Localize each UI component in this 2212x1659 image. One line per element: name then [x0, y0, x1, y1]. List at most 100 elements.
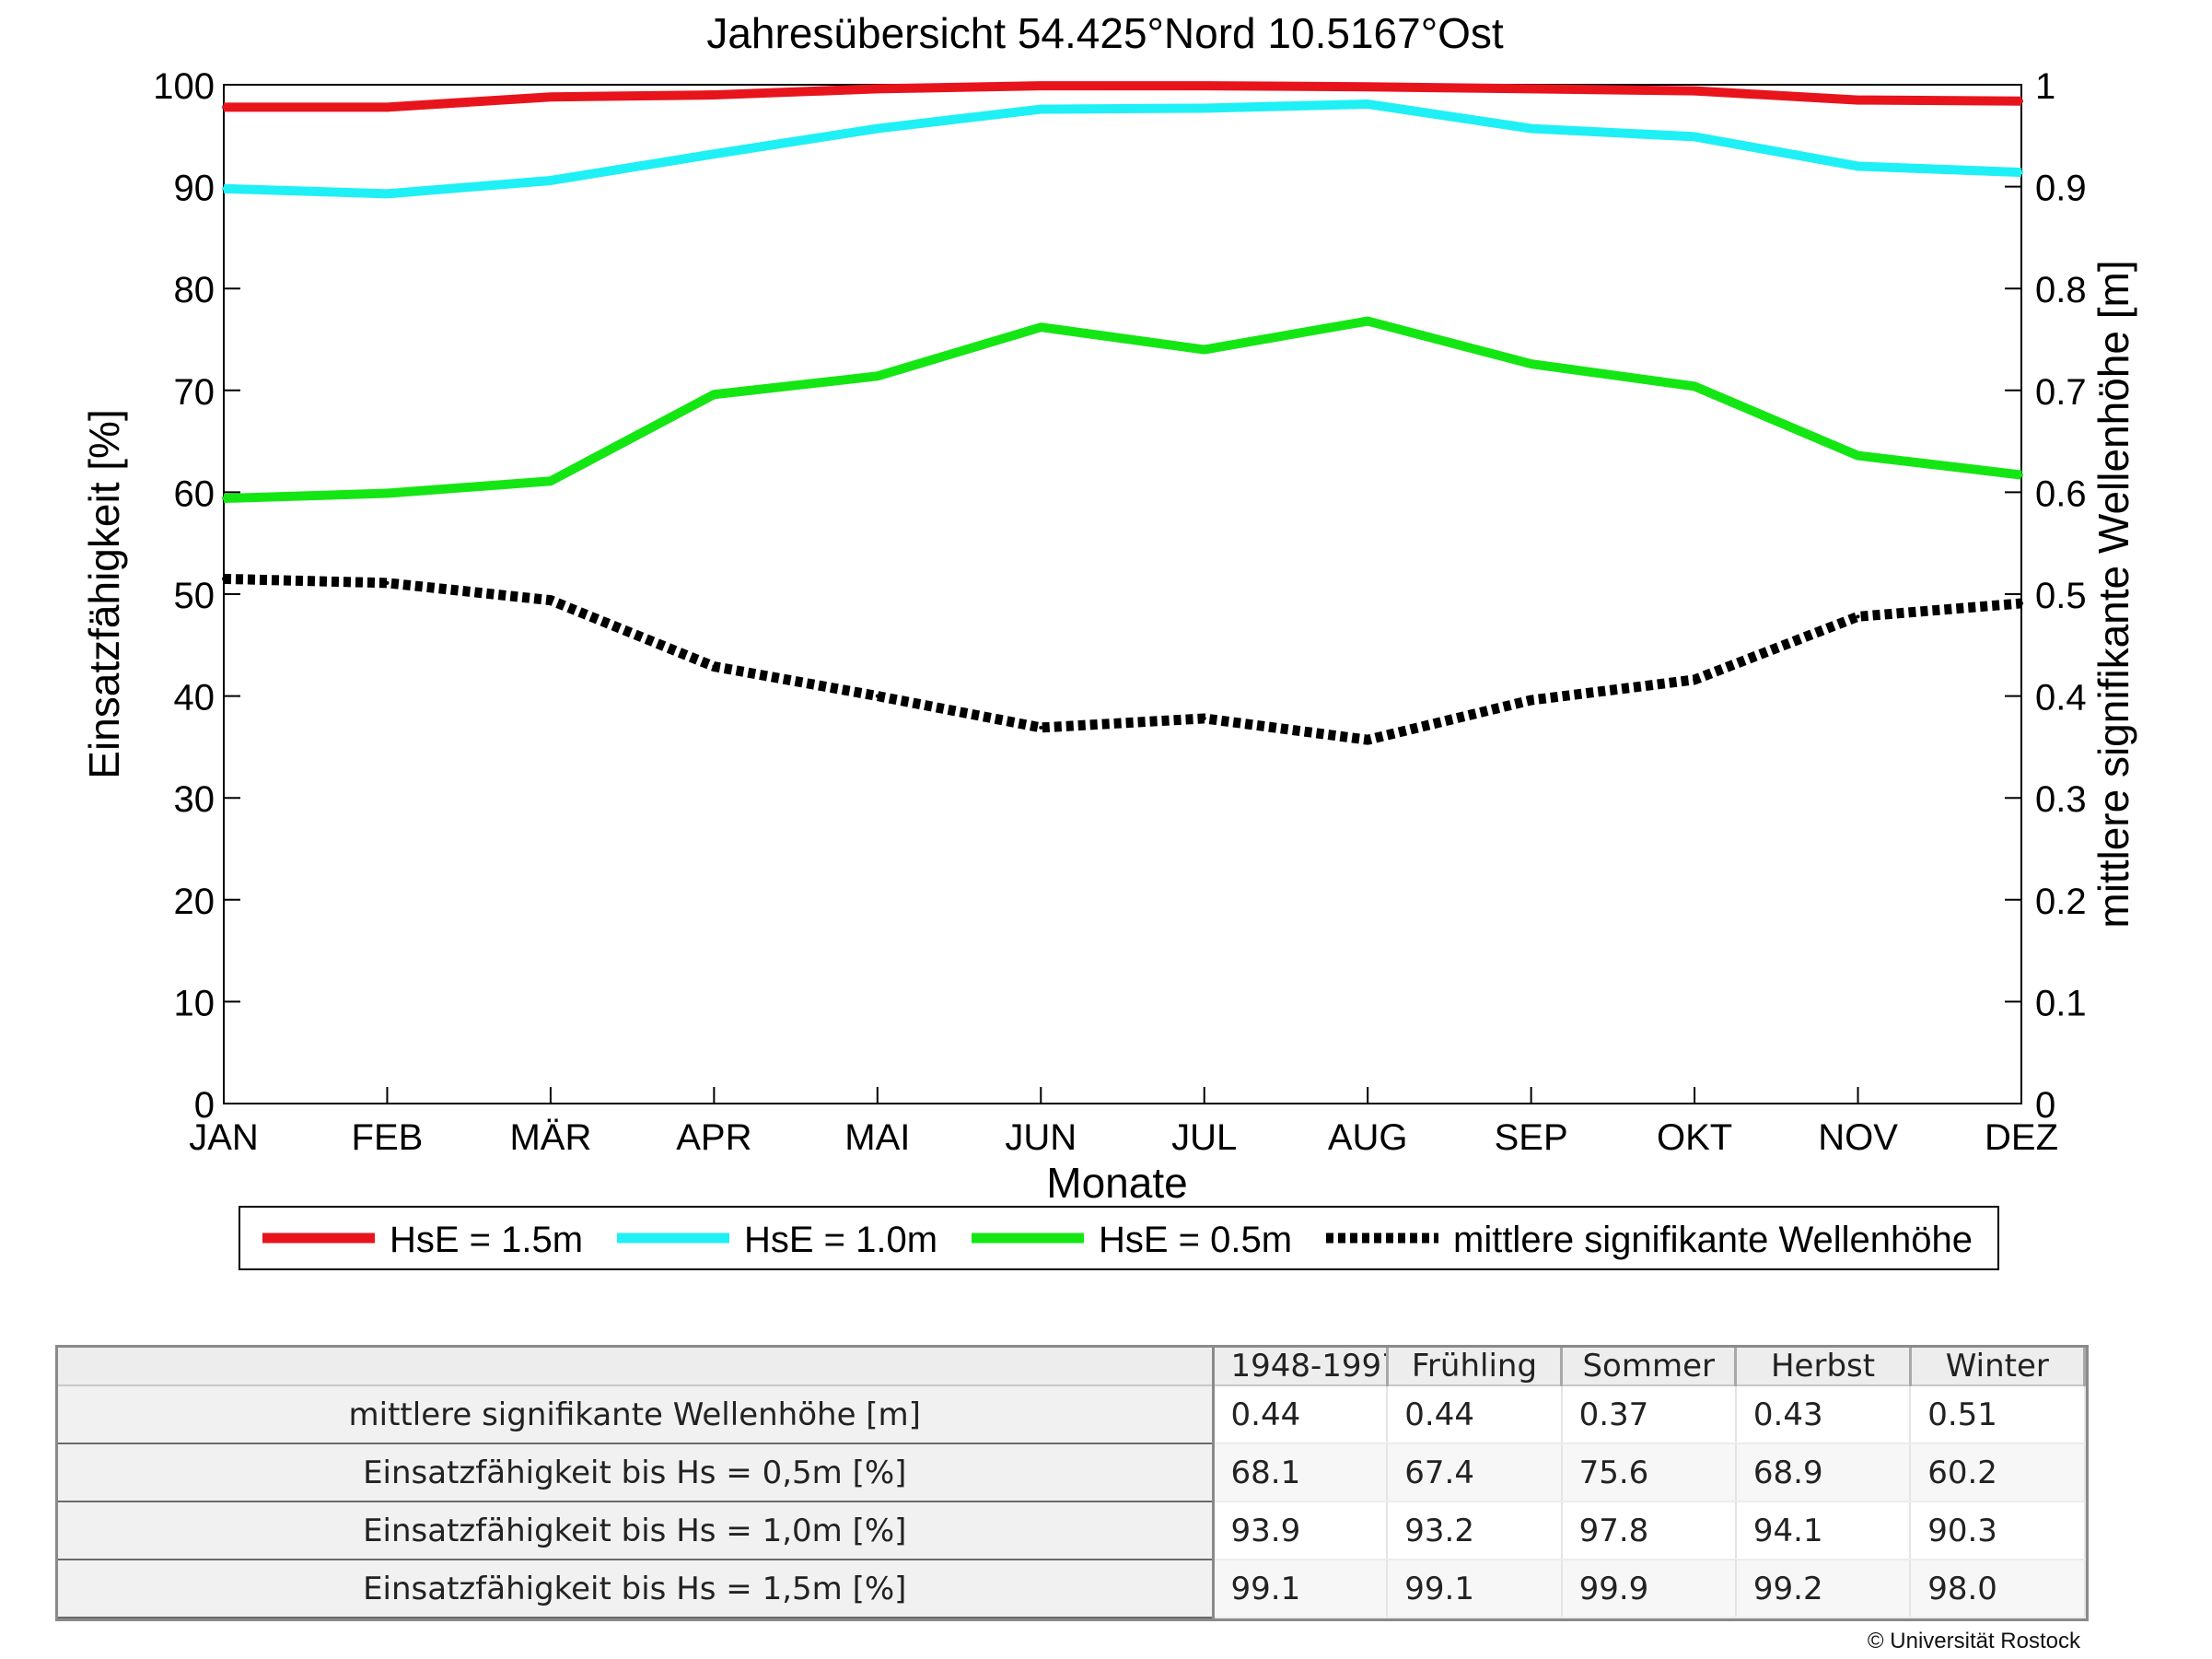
- table-row-label: Einsatzfähigkeit bis Hs = 0,5m [%]: [58, 1443, 1215, 1502]
- table-cell: 68.1: [1213, 1443, 1389, 1502]
- legend-frame: [239, 1206, 1999, 1270]
- x-tick-label: OKT: [1657, 1117, 1732, 1158]
- y-left-tick-label: 100: [153, 66, 215, 107]
- x-tick-label: JAN: [189, 1117, 259, 1158]
- data-point: [548, 598, 553, 602]
- table-row: Einsatzfähigkeit bis Hs = 0,5m [%] 68.1 …: [58, 1443, 2086, 1502]
- data-point: [1039, 725, 1043, 730]
- y-right-tick-label: 0.6: [2035, 473, 2087, 514]
- series-line-1: [224, 81, 2022, 112]
- y-left-tick-label: 0: [194, 1085, 215, 1126]
- table-header-blank: [58, 1348, 1215, 1386]
- table-cell: 75.6: [1561, 1443, 1737, 1502]
- data-point: [1529, 362, 1533, 367]
- data-point: [1366, 85, 1370, 89]
- table-cell: 0.51: [1910, 1385, 2086, 1444]
- x-tick-label: APR: [676, 1117, 751, 1158]
- y-right-tick-label: 0.2: [2035, 882, 2087, 922]
- table-row: mittlere signifikante Wellenhöhe [m] 0.4…: [58, 1384, 2086, 1444]
- data-point: [222, 577, 226, 581]
- legend-label-1: HsE = 1.5m: [390, 1220, 583, 1260]
- table-cell: 0.37: [1561, 1385, 1737, 1444]
- x-tick-label: SEP: [1495, 1117, 1568, 1158]
- y-right-tick-label: 0.1: [2035, 983, 2087, 1023]
- data-point: [1693, 677, 1697, 682]
- data-point: [222, 497, 226, 501]
- data-point: [1529, 126, 1533, 131]
- plot-area: 0 10 20 30 40 50 60 70 80 90 100 0 0.1 0.2 0.3 0.4 0.5 0.…: [153, 66, 2086, 1158]
- data-point: [712, 152, 716, 157]
- table-cell: 67.4: [1387, 1443, 1563, 1502]
- table-header-summer: Sommer: [1561, 1348, 1738, 1386]
- data-point: [2020, 99, 2023, 103]
- x-axis-label: Monate: [1046, 1159, 1187, 1207]
- x-tick-label: NOV: [1818, 1117, 1898, 1158]
- x-tick-label: JUL: [1171, 1117, 1237, 1158]
- y-left-tick-label: 90: [174, 169, 215, 209]
- chart: Jahresübersicht 54.425°Nord 10.5167°Ost …: [80, 9, 2137, 1270]
- x-tick-label: FEB: [352, 1117, 424, 1158]
- x-tick-label: JUN: [1005, 1117, 1077, 1158]
- table-cell: 99.2: [1735, 1560, 1912, 1618]
- data-point: [875, 87, 879, 91]
- table-cell: 0.44: [1387, 1385, 1563, 1444]
- table-header-period: 1948-1997: [1213, 1348, 1389, 1386]
- data-point: [1693, 384, 1697, 389]
- table-cell: 99.1: [1213, 1560, 1389, 1618]
- data-point: [712, 664, 716, 669]
- y-right-tick-label: 0.7: [2035, 372, 2087, 413]
- data-point: [1693, 134, 1697, 139]
- y-right-tick-label: 0.3: [2035, 779, 2087, 820]
- table-header-spring: Frühling: [1387, 1348, 1564, 1386]
- data-point: [1202, 84, 1206, 88]
- table-cell: 0.43: [1735, 1385, 1912, 1444]
- data-point: [2020, 601, 2023, 605]
- table-row: Einsatzfähigkeit bis Hs = 1,0m [%] 93.9 …: [58, 1501, 2086, 1560]
- y-right-tick-label: 0.4: [2035, 678, 2087, 719]
- data-point: [1529, 87, 1533, 91]
- table-cell: 93.2: [1387, 1501, 1563, 1560]
- legend-label-2: HsE = 1.0m: [744, 1220, 937, 1260]
- data-point: [875, 126, 879, 131]
- data-point: [712, 392, 716, 397]
- table-row-label: Einsatzfähigkeit bis Hs = 1,0m [%]: [58, 1501, 1215, 1560]
- table-cell: 94.1: [1735, 1501, 1912, 1560]
- table-cell: 97.8: [1561, 1501, 1737, 1560]
- data-point: [548, 178, 553, 182]
- table-header-row: 1948-1997 Frühling Sommer Herbst Winter: [58, 1348, 2087, 1386]
- data-point: [385, 105, 390, 110]
- summary-table-container: 1948-1997 Frühling Sommer Herbst Winter …: [55, 1345, 2089, 1621]
- table-cell: 68.9: [1735, 1443, 1912, 1502]
- data-point: [1366, 738, 1370, 742]
- legend: HsE = 1.5m HsE = 1.0m HsE = 0.5m mittlere s…: [239, 1206, 1999, 1270]
- y-left-tick-label: 10: [174, 983, 215, 1023]
- data-point: [2020, 170, 2023, 175]
- y-right-tick-label: 1: [2035, 66, 2055, 107]
- copyright-notice: © Universität Rostock: [1867, 1629, 2080, 1653]
- data-point: [385, 192, 390, 196]
- y-left-tick-label: 70: [174, 372, 215, 413]
- x-tick-label: AUG: [1328, 1117, 1408, 1158]
- table-cell: 93.9: [1213, 1501, 1389, 1560]
- table-cell: 98.0: [1910, 1560, 2086, 1618]
- y-axis-right-label: mittlere signifikante Wellenhöhe [m]: [2090, 260, 2137, 928]
- y-right-tick-label: 0.5: [2035, 576, 2087, 616]
- series-line-2: [223, 99, 2022, 199]
- data-point: [1856, 164, 1860, 169]
- y-left-tick-label: 50: [174, 576, 215, 616]
- x-tick-label: MÄR: [509, 1117, 591, 1158]
- y-axis-left-label: Einsatzfähigkeit [%]: [80, 409, 128, 778]
- data-point: [1856, 614, 1860, 619]
- data-point: [2020, 473, 2023, 477]
- data-point: [548, 479, 553, 484]
- data-point: [875, 374, 879, 379]
- data-point: [1366, 102, 1370, 107]
- table-row: Einsatzfähigkeit bis Hs = 1,5m [%] 99.1 …: [58, 1559, 2086, 1618]
- data-point: [1366, 319, 1370, 323]
- data-point: [385, 491, 390, 496]
- series-line-4: [223, 573, 2022, 745]
- data-point: [1856, 453, 1860, 458]
- y-right-tick-label: 0: [2035, 1085, 2055, 1126]
- data-point: [548, 95, 553, 99]
- data-point: [222, 186, 226, 191]
